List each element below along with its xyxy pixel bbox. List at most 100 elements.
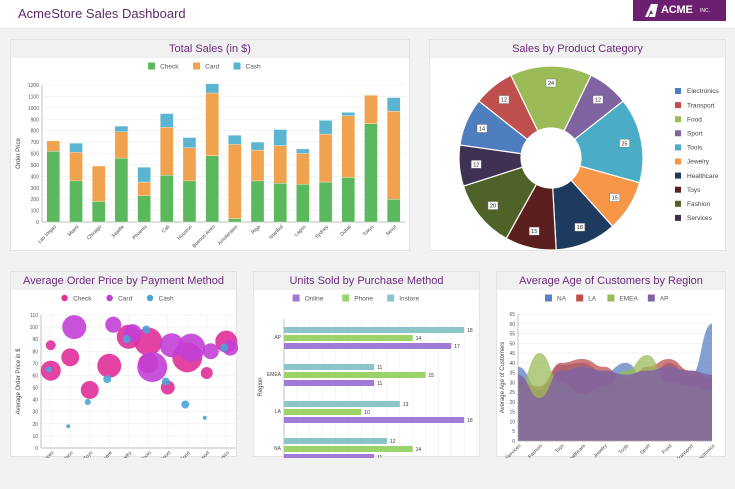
page-title: AcmeStore Sales Dashboard: [18, 6, 186, 21]
total-sales-bar-cash: [387, 97, 401, 112]
total-sales-bar-check: [341, 177, 355, 223]
category-data-label-box: [609, 193, 620, 202]
age-x-tick: Toys: [554, 443, 566, 455]
total-sales-y-tick: 400: [31, 174, 40, 180]
order-price-y-tick: 30: [32, 410, 38, 416]
total-sales-bar-card: [92, 165, 106, 202]
total-sales-x-tick: Tokyo: [362, 224, 376, 238]
category-data-label: 12: [473, 162, 479, 168]
age-area-ap: [518, 366, 712, 441]
order-price-y-tick: 20: [32, 422, 38, 428]
age-x-tick: Transport: [676, 443, 696, 458]
age-y-tick: 0: [512, 439, 515, 445]
units-sold-data-label: 11: [377, 365, 382, 371]
total-sales-y-tick: 100: [31, 209, 40, 215]
units-sold-legend-label: Online: [305, 296, 324, 303]
total-sales-bar-card: [137, 181, 151, 196]
total-sales-bar-card: [69, 152, 83, 182]
total-sales-bar-card: [250, 149, 265, 182]
order-price-y-tick: 10: [32, 434, 38, 440]
total-sales-bar-check: [46, 151, 60, 223]
order-price-bubble-check: [61, 348, 80, 367]
category-legend-swatch: [675, 88, 681, 94]
order-price-y-tick: 40: [32, 398, 38, 404]
units-sold-data-label: 18: [467, 328, 473, 334]
total-sales-bar-card: [273, 145, 287, 184]
units-sold-data-label: 18: [467, 418, 473, 424]
units-sold-data-label: 11: [377, 381, 382, 387]
order-price-bubble-card: [137, 351, 168, 382]
total-sales-legend-label: Check: [160, 64, 179, 71]
units-sold-data-label: 12: [390, 439, 396, 445]
order-price-legend-label: Card: [118, 296, 132, 303]
age-legend-label: AP: [660, 296, 669, 303]
category-data-label-box: [574, 223, 586, 232]
age-y-tick: 55: [509, 332, 515, 338]
total-sales-legend-label: Cash: [246, 64, 262, 71]
order-price-bubble-card: [202, 343, 219, 360]
total-sales-y-tick: 500: [31, 163, 40, 169]
units-sold-data-label: 17: [454, 344, 460, 350]
order-price-bubble-cash: [122, 335, 131, 344]
total-sales-x-tick: Riga: [250, 224, 262, 236]
category-legend-label: Services: [687, 215, 713, 222]
total-sales-x-tick: Seoul: [385, 224, 398, 237]
category-legend-label: Healthcare: [687, 173, 719, 180]
total-sales-y-tick: 200: [31, 197, 40, 203]
total-sales-x-tick: Sydney: [314, 224, 330, 240]
units-sold-bar-online: [284, 380, 375, 386]
total-sales-bar-check: [114, 157, 129, 223]
units-sold-data-label: 14: [416, 336, 422, 342]
order-price-bubble-check: [80, 380, 99, 399]
category-data-label: 14: [479, 126, 485, 132]
total-sales-bar-cash: [114, 125, 129, 132]
category-data-label: 24: [548, 81, 554, 87]
age-y-tick: 15: [509, 410, 515, 416]
category-legend-swatch: [675, 116, 681, 123]
order-price-y-tick: 90: [32, 337, 38, 343]
total-sales-x-tick: Chicago: [86, 224, 103, 241]
units-sold-data-label: 14: [416, 447, 422, 453]
category-legend-label: Electronics: [687, 88, 720, 95]
acme-logo: ACME INC.: [633, 0, 726, 21]
category-legend-swatch: [675, 172, 681, 179]
order-price-legend-label: Check: [73, 296, 92, 303]
order-price-bubble-card: [62, 315, 87, 340]
age-y-tick: 25: [509, 390, 515, 396]
total-sales-bar-cash: [318, 120, 333, 135]
category-legend-swatch: [675, 214, 681, 221]
order-price-y-tick: 50: [32, 386, 38, 392]
total-sales-bar-cash: [69, 143, 83, 153]
logo-suffix: INC.: [700, 8, 710, 14]
total-sales-bar-cash: [296, 148, 310, 154]
category-legend-label: Food: [687, 116, 702, 123]
order-price-y-label: Average Order Price in $: [16, 348, 22, 415]
category-data-label: 15: [612, 196, 618, 202]
total-sales-x-tick: Seattle: [111, 224, 126, 239]
category-chart: 14 12 24 12 25 15 18 15 20 12 Electronics Transport…: [458, 65, 720, 251]
total-sales-bar-card: [341, 115, 355, 178]
total-sales-bar-cash: [228, 135, 242, 145]
order-price-bubble-card: [105, 316, 122, 333]
total-sales-bar-card: [205, 92, 219, 156]
order-price-y-tick: 70: [32, 361, 38, 367]
total-sales-legend-swatch: [233, 62, 241, 70]
age-x-tick: Tools: [618, 443, 631, 456]
total-sales-bar-check: [387, 199, 401, 223]
order-price-bubble-cash: [45, 366, 52, 373]
total-sales-y-tick: 600: [31, 152, 40, 158]
category-legend-swatch: [675, 144, 681, 151]
total-sales-x-tick: Las Vegas: [37, 224, 58, 245]
total-sales-bar-check: [182, 180, 197, 223]
order-price-chart: Check Card Cash 0 10 20 30 40 50 60 70 80 90 100 110 Se…: [16, 294, 238, 458]
total-sales-y-tick: 900: [31, 117, 40, 123]
total-sales-bar-check: [228, 218, 242, 223]
units-sold-bar-phone: [284, 335, 413, 341]
total-sales-x-tick: Istanbul: [268, 224, 285, 241]
order-price-bubble-card: [222, 339, 238, 356]
category-legend-label: Fashion: [687, 201, 711, 208]
total-sales-bar-check: [318, 181, 333, 223]
total-sales-bar-card: [182, 147, 197, 182]
units-sold-y-tick: EMEA: [267, 372, 282, 378]
total-sales-y-tick: 1100: [28, 94, 39, 100]
